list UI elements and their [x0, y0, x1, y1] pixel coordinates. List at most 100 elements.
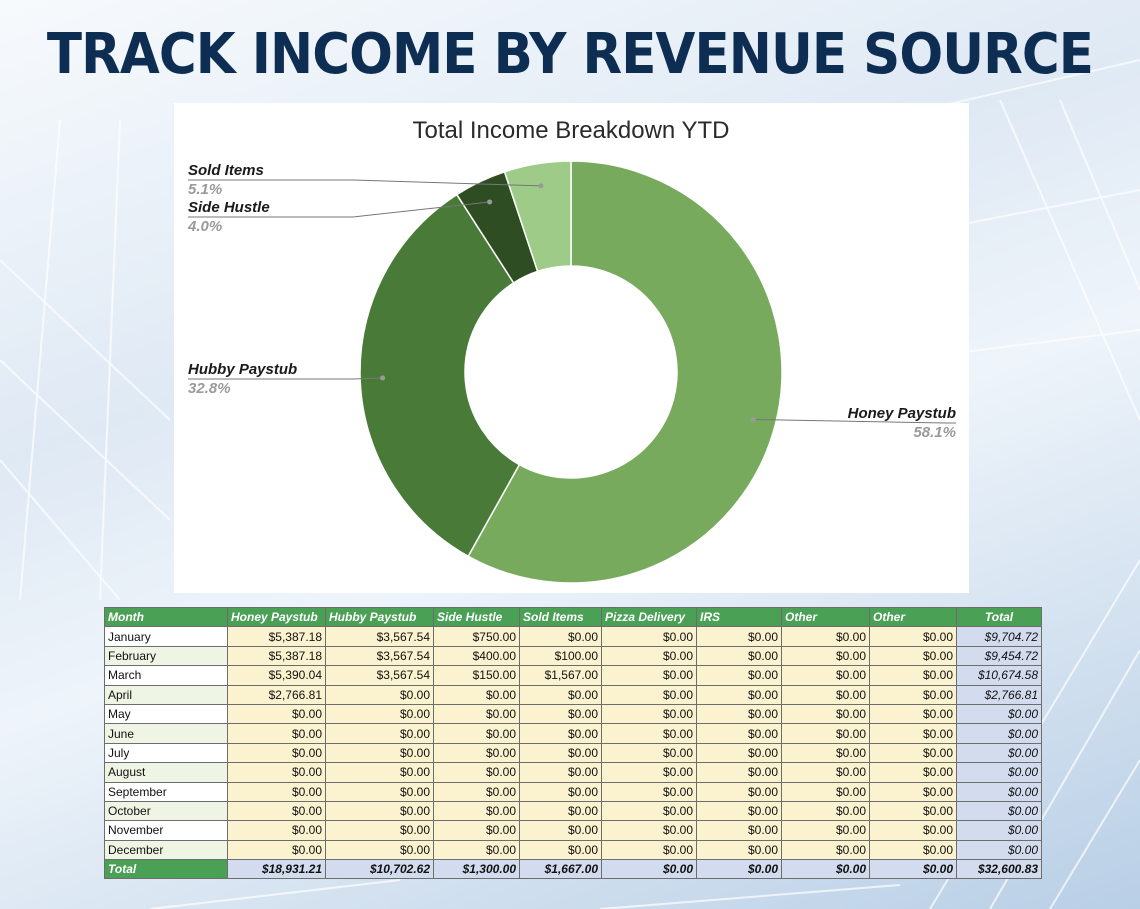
leader-line [188, 179, 541, 187]
amount-cell: $150.00 [433, 665, 520, 686]
row-total-cell: $0.00 [956, 762, 1042, 783]
month-cell: October [104, 800, 228, 822]
amount-cell: $5,387.18 [227, 645, 326, 667]
amount-cell: $0.00 [601, 645, 697, 667]
amount-cell: $750.00 [433, 626, 520, 647]
amount-cell: $0.00 [696, 626, 782, 647]
leader-dot [380, 375, 386, 381]
amount-cell: $0.00 [696, 839, 782, 861]
amount-cell: $0.00 [869, 820, 957, 841]
table-row: April $2,766.81 $0.00 $0.00 $0.00 $0.00 $0.00 $… [104, 684, 1042, 705]
amount-cell: $0.00 [601, 781, 697, 802]
amount-cell: $0.00 [227, 703, 326, 725]
row-total-cell: $9,704.72 [956, 626, 1042, 647]
amount-cell: $0.00 [601, 762, 697, 783]
table-row: June $0.00 $0.00 $0.00 $0.00 $0.00 $0.00 $0.00 $… [104, 723, 1042, 744]
amount-cell: $0.00 [325, 742, 434, 764]
slice-label: Hubby Paystub [188, 361, 297, 378]
amount-cell: $0.00 [601, 665, 697, 686]
table-row: October $0.00 $0.00 $0.00 $0.00 $0.00 $0.00 $0.… [104, 800, 1042, 822]
month-cell: December [104, 839, 228, 861]
amount-cell: $0.00 [601, 800, 697, 822]
row-total-cell: $0.00 [956, 723, 1042, 744]
month-cell: May [104, 703, 228, 725]
amount-cell: $0.00 [227, 723, 326, 744]
amount-cell: $0.00 [781, 703, 870, 725]
table-row: December $0.00 $0.00 $0.00 $0.00 $0.00 $0.00 $0… [104, 839, 1042, 861]
leader-dot [750, 416, 756, 422]
amount-cell: $0.00 [325, 684, 434, 705]
column-total-cell: $0.00 [601, 859, 697, 880]
amount-cell: $0.00 [325, 703, 434, 725]
amount-cell: $0.00 [869, 723, 957, 744]
amount-cell: $0.00 [325, 820, 434, 841]
column-total-cell: $32,600.83 [956, 859, 1042, 880]
table-row: May $0.00 $0.00 $0.00 $0.00 $0.00 $0.00 $0.00 $0… [104, 703, 1042, 725]
row-total-cell: $10,674.58 [956, 665, 1042, 686]
amount-cell: $0.00 [869, 665, 957, 686]
amount-cell: $2,766.81 [227, 684, 326, 705]
month-cell: February [104, 645, 228, 667]
leader-line [753, 418, 956, 424]
month-cell: June [104, 723, 228, 744]
leader-line [188, 201, 490, 218]
leader-dot [487, 199, 493, 205]
column-total-cell: $10,702.62 [325, 859, 434, 880]
amount-cell: $0.00 [601, 742, 697, 764]
column-header: Month [104, 606, 228, 628]
donut-chart: Total Income Breakdown YTD Honey Paystub… [187, 117, 956, 584]
amount-cell: $0.00 [696, 800, 782, 822]
amount-cell: $0.00 [781, 762, 870, 783]
amount-cell: $0.00 [781, 820, 870, 841]
page-headline: TRACK INCOME BY REVENUE SOURCE [46, 22, 1094, 87]
leader-line [188, 377, 383, 380]
amount-cell: $5,387.18 [227, 626, 326, 647]
table-row: November $0.00 $0.00 $0.00 $0.00 $0.00 $0.00 $0… [104, 820, 1042, 841]
amount-cell: $0.00 [519, 626, 602, 647]
amount-cell: $0.00 [781, 839, 870, 861]
pie-slice-hubby-paystub [359, 193, 521, 558]
month-cell: January [104, 626, 228, 647]
row-total-cell: $0.00 [956, 820, 1042, 841]
amount-cell: $0.00 [227, 742, 326, 764]
amount-cell: $0.00 [325, 762, 434, 783]
amount-cell: $0.00 [227, 762, 326, 783]
slice-label: Sold Items [188, 162, 264, 179]
donut-chart-card: Total Income Breakdown YTD Honey Paystub… [174, 103, 969, 593]
amount-cell: $0.00 [869, 742, 957, 764]
income-table: Month Honey Paystub Hubby Paystub Side Hust… [104, 606, 1042, 880]
amount-cell: $3,567.54 [325, 626, 434, 647]
amount-cell: $0.00 [781, 723, 870, 744]
column-header: Other [869, 606, 957, 628]
slice-percent-label: 5.1% [188, 181, 222, 198]
amount-cell: $0.00 [781, 684, 870, 705]
table-row: February $5,387.18 $3,567.54 $400.00 $100.00… [104, 645, 1042, 667]
column-total-cell: $0.00 [869, 859, 957, 880]
amount-cell: $0.00 [519, 762, 602, 783]
amount-cell: $0.00 [325, 800, 434, 822]
amount-cell: $0.00 [601, 820, 697, 841]
column-header: Pizza Delivery [601, 606, 697, 628]
column-total-cell: $1,300.00 [433, 859, 520, 880]
month-cell: April [104, 684, 228, 705]
pie-slice-sold-items [503, 160, 572, 273]
row-total-cell: $0.00 [956, 800, 1042, 822]
amount-cell: $0.00 [696, 742, 782, 764]
amount-cell: $0.00 [433, 781, 520, 802]
amount-cell: $0.00 [869, 839, 957, 861]
amount-cell: $0.00 [519, 800, 602, 822]
amount-cell: $0.00 [601, 723, 697, 744]
amount-cell: $0.00 [869, 626, 957, 647]
amount-cell: $0.00 [601, 839, 697, 861]
column-header: Honey Paystub [227, 606, 326, 628]
chart-title: Total Income Breakdown YTD [412, 117, 729, 144]
column-total-cell: $0.00 [696, 859, 782, 880]
column-header: IRS [696, 606, 782, 628]
amount-cell: $0.00 [519, 781, 602, 802]
amount-cell: $100.00 [519, 645, 602, 667]
amount-cell: $0.00 [696, 645, 782, 667]
leader-dot [538, 183, 544, 189]
amount-cell: $0.00 [781, 742, 870, 764]
amount-cell: $0.00 [781, 626, 870, 647]
amount-cell: $0.00 [433, 742, 520, 764]
